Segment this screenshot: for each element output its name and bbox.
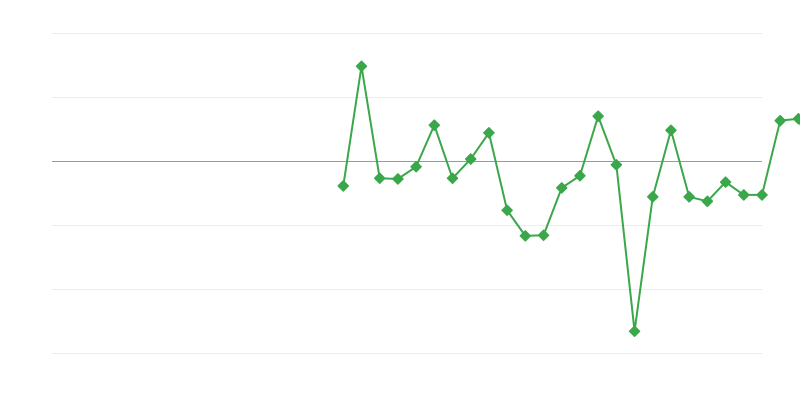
data-point-marker — [610, 159, 623, 171]
data-point-marker — [701, 195, 714, 208]
gridline — [52, 289, 762, 290]
data-point-marker — [464, 153, 477, 165]
data-point-marker — [555, 182, 568, 194]
gridline — [52, 353, 762, 354]
data-point-marker — [355, 60, 368, 73]
data-point-marker — [519, 230, 532, 242]
data-point-marker — [592, 110, 604, 122]
data-point-marker — [392, 173, 404, 185]
data-point-marker — [683, 191, 695, 203]
data-point-marker — [628, 325, 641, 337]
series-line — [342, 65, 800, 333]
data-point-marker — [501, 204, 513, 217]
data-point-marker — [792, 113, 800, 125]
gridline — [52, 97, 762, 98]
data-point-marker — [756, 189, 768, 201]
data-point-marker — [446, 172, 459, 185]
data-point-marker — [373, 172, 386, 185]
data-point-marker — [537, 229, 550, 241]
data-point-marker — [719, 176, 732, 188]
zero-reference-line — [52, 161, 762, 162]
gridline — [52, 225, 762, 226]
data-point-marker — [574, 169, 586, 182]
data-point-marker — [774, 114, 786, 127]
data-point-marker — [337, 180, 350, 192]
data-point-marker — [738, 189, 750, 201]
data-point-marker — [410, 161, 422, 173]
data-point-marker — [647, 191, 659, 203]
data-point-marker — [665, 124, 677, 137]
gridline — [52, 33, 762, 34]
data-point-marker — [428, 119, 441, 131]
data-point-marker — [483, 127, 495, 139]
